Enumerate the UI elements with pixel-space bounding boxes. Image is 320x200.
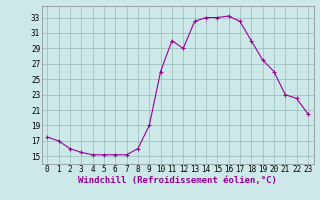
- X-axis label: Windchill (Refroidissement éolien,°C): Windchill (Refroidissement éolien,°C): [78, 176, 277, 185]
